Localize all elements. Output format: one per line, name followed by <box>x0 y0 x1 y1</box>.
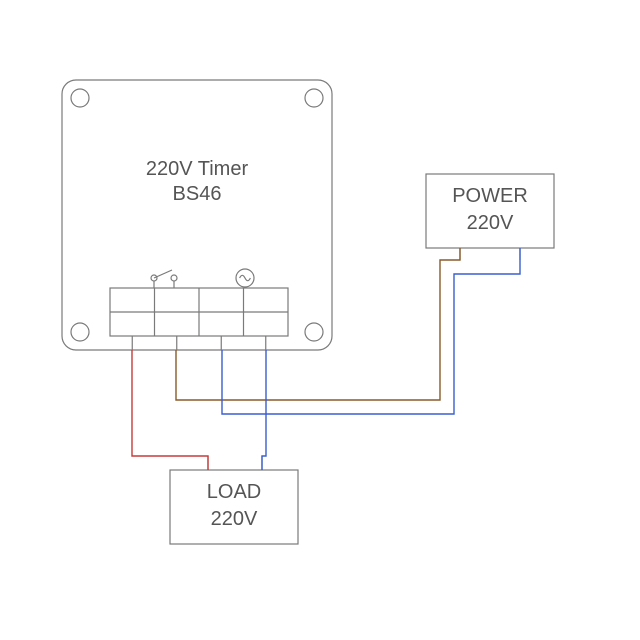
screw-hole <box>71 89 89 107</box>
load-box-line2: 220V <box>211 508 258 530</box>
screw-hole <box>71 323 89 341</box>
power-box: POWER 220V <box>426 174 554 248</box>
wire-0 <box>132 350 208 470</box>
screw-hole <box>305 323 323 341</box>
wire-3 <box>262 350 266 470</box>
timer-title-1: 220V Timer <box>146 158 249 180</box>
screw-hole <box>305 89 323 107</box>
timer-title-2: BS46 <box>173 183 222 205</box>
timer-module: 220V Timer BS46 <box>62 80 332 350</box>
load-box: LOAD 220V <box>170 470 298 544</box>
power-box-line2: 220V <box>467 212 514 234</box>
load-box-line1: LOAD <box>207 481 261 503</box>
power-box-line1: POWER <box>452 185 528 207</box>
